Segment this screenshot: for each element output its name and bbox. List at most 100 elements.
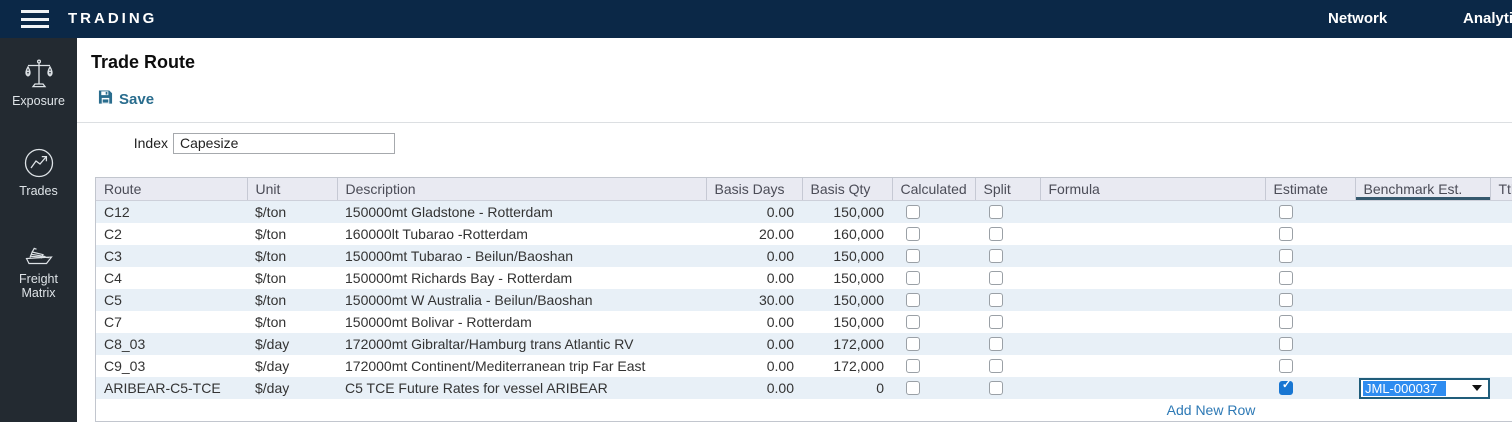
estimate-checkbox[interactable] (1279, 249, 1293, 264)
estimate-checkbox[interactable] (1279, 359, 1293, 374)
sidebar-item-freight-matrix[interactable]: Freight Matrix (0, 236, 77, 300)
chevron-down-icon[interactable] (1472, 385, 1482, 391)
basis-qty-cell[interactable]: 150,000 (802, 200, 892, 223)
benchmark-cell[interactable] (1355, 267, 1490, 289)
formula-cell[interactable] (1040, 245, 1265, 267)
column-header-formula[interactable]: Formula (1039, 178, 1265, 201)
column-header-description[interactable]: Description (336, 178, 706, 201)
benchmark-cell[interactable] (1355, 355, 1490, 377)
route-cell[interactable]: C3 (96, 245, 247, 267)
benchmark-cell[interactable] (1355, 223, 1490, 245)
unit-cell[interactable]: $/day (255, 358, 290, 374)
benchmark-dropdown[interactable]: JML-000037 (1359, 377, 1490, 399)
description-cell[interactable]: 150000mt W Australia - Beilun/Baoshan (337, 289, 706, 311)
calculated-checkbox[interactable] (906, 359, 920, 374)
route-cell[interactable]: C7 (104, 314, 122, 330)
calculated-checkbox[interactable] (906, 249, 920, 264)
split-checkbox[interactable] (989, 337, 1003, 352)
calculated-checkbox[interactable] (906, 205, 920, 220)
route-cell[interactable]: C5 (96, 289, 247, 311)
split-checkbox[interactable] (989, 381, 1003, 396)
column-header-estimate[interactable]: Estimate (1264, 178, 1355, 201)
index-input[interactable] (173, 132, 395, 154)
basis-qty-cell[interactable]: 150,000 (833, 314, 884, 330)
basis-days-cell[interactable]: 30.00 (706, 289, 802, 311)
basis-qty-cell[interactable]: 172,000 (833, 358, 884, 374)
estimate-checkbox[interactable] (1279, 271, 1293, 286)
calculated-checkbox[interactable] (906, 271, 920, 286)
formula-cell[interactable] (1040, 333, 1265, 355)
basis-qty-cell[interactable]: 150,000 (833, 270, 884, 286)
column-header-split[interactable]: Split (974, 178, 1040, 201)
calculated-checkbox[interactable] (906, 315, 920, 330)
benchmark-cell[interactable] (1355, 200, 1490, 223)
formula-cell[interactable] (1040, 289, 1265, 311)
column-header-calculated[interactable]: Calculated (891, 178, 975, 201)
basis-days-cell[interactable]: 0.00 (706, 377, 802, 399)
calculated-checkbox[interactable] (906, 293, 920, 308)
route-cell[interactable]: C8_03 (96, 333, 247, 355)
estimate-checkbox[interactable] (1279, 337, 1293, 352)
split-checkbox[interactable] (989, 249, 1003, 264)
description-cell[interactable]: 150000mt Richards Bay - Rotterdam (345, 270, 573, 286)
formula-cell[interactable] (1040, 377, 1265, 399)
basis-qty-cell[interactable]: 172,000 (802, 333, 892, 355)
estimate-checkbox[interactable] (1279, 378, 1293, 396)
formula-cell[interactable] (1040, 200, 1265, 223)
description-cell[interactable]: 160000lt Tubarao -Rotterdam (345, 226, 528, 242)
calculated-checkbox[interactable] (906, 227, 920, 242)
unit-cell[interactable]: $/day (247, 377, 337, 399)
unit-cell[interactable]: $/day (247, 333, 337, 355)
description-cell[interactable]: 150000mt Bolivar - Rotterdam (345, 314, 532, 330)
description-cell[interactable]: 172000mt Gibraltar/Hamburg trans Atlanti… (337, 333, 706, 355)
basis-qty-cell[interactable]: 160,000 (833, 226, 884, 242)
column-header-ttl[interactable]: Ttl (1489, 178, 1512, 201)
formula-cell[interactable] (1040, 267, 1265, 289)
basis-days-cell[interactable]: 0.00 (766, 314, 794, 330)
basis-qty-cell[interactable]: 0 (802, 377, 892, 399)
estimate-checkbox[interactable] (1279, 205, 1293, 220)
basis-days-cell[interactable]: 0.00 (766, 270, 794, 286)
route-cell[interactable]: C4 (104, 270, 122, 286)
route-cell[interactable]: C9_03 (104, 358, 146, 374)
route-cell[interactable]: ARIBEAR-C5-TCE (96, 377, 247, 399)
basis-days-cell[interactable]: 0.00 (766, 358, 794, 374)
description-cell[interactable]: 150000mt Tubarao - Beilun/Baoshan (337, 245, 706, 267)
column-header-unit[interactable]: Unit (246, 178, 337, 201)
split-checkbox[interactable] (989, 227, 1003, 242)
hamburger-menu-icon[interactable] (21, 10, 49, 28)
unit-cell[interactable]: $/ton (255, 314, 287, 330)
calculated-checkbox[interactable] (906, 381, 920, 396)
description-cell[interactable]: 172000mt Continent/Mediterranean trip Fa… (345, 358, 646, 374)
basis-qty-cell[interactable]: 150,000 (802, 289, 892, 311)
sidebar-item-exposure[interactable]: Exposure (0, 58, 77, 108)
basis-qty-cell[interactable]: 150,000 (802, 245, 892, 267)
unit-cell[interactable]: $/ton (255, 270, 287, 286)
basis-days-cell[interactable]: 0.00 (706, 245, 802, 267)
split-checkbox[interactable] (989, 271, 1003, 286)
unit-cell[interactable]: $/ton (247, 245, 337, 267)
route-cell[interactable]: C12 (96, 200, 247, 223)
column-header-benchmark-est[interactable]: Benchmark Est. (1354, 178, 1490, 201)
formula-cell[interactable] (1040, 355, 1265, 377)
estimate-checkbox[interactable] (1279, 293, 1293, 308)
benchmark-cell[interactable] (1355, 311, 1490, 333)
column-header-basis-days[interactable]: Basis Days (705, 178, 802, 201)
benchmark-cell[interactable] (1355, 245, 1490, 267)
description-cell[interactable]: C5 TCE Future Rates for vessel ARIBEAR (337, 377, 706, 399)
calculated-checkbox[interactable] (906, 337, 920, 352)
unit-cell[interactable]: $/ton (255, 226, 287, 242)
nav-link-network[interactable]: Network (1328, 10, 1388, 27)
column-header-route[interactable]: Route (96, 178, 247, 201)
add-new-row-link[interactable]: Add New Row (1166, 402, 1256, 418)
estimate-checkbox[interactable] (1279, 227, 1293, 242)
basis-days-cell[interactable]: 20.00 (758, 226, 794, 242)
basis-days-cell[interactable]: 0.00 (706, 200, 802, 223)
unit-cell[interactable]: $/ton (247, 200, 337, 223)
benchmark-cell[interactable] (1355, 289, 1490, 311)
split-checkbox[interactable] (989, 205, 1003, 220)
formula-cell[interactable] (1040, 223, 1265, 245)
unit-cell[interactable]: $/ton (247, 289, 337, 311)
basis-days-cell[interactable]: 0.00 (706, 333, 802, 355)
split-checkbox[interactable] (989, 293, 1003, 308)
